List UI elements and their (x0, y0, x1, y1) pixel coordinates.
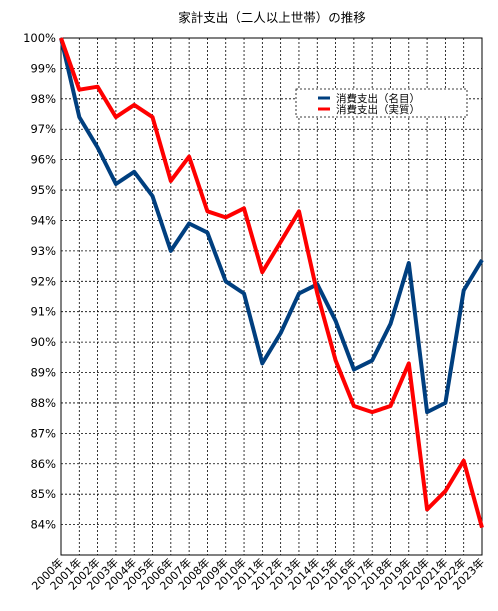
y-tick-label: 94% (30, 213, 56, 227)
y-tick-label: 87% (30, 426, 56, 440)
legend-label: 消費支出（実質） (336, 103, 420, 116)
y-tick-label: 95% (30, 183, 56, 197)
y-tick-label: 86% (30, 457, 56, 471)
y-tick-label: 84% (30, 518, 56, 532)
y-tick-label: 92% (30, 274, 56, 288)
y-tick-label: 98% (30, 92, 56, 106)
y-tick-label: 96% (30, 153, 56, 167)
y-tick-label: 99% (30, 61, 56, 75)
y-tick-label: 85% (30, 487, 56, 501)
y-tick-label: 100% (23, 31, 56, 45)
y-tick-label: 91% (30, 305, 56, 319)
y-tick-label: 88% (30, 396, 56, 410)
y-tick-label: 90% (30, 335, 56, 349)
chart-title: 家計支出（二人以上世帯）の推移 (178, 10, 366, 25)
y-tick-label: 93% (30, 244, 56, 258)
y-tick-label: 89% (30, 366, 56, 380)
y-tick-label: 97% (30, 122, 56, 136)
legend: 消費支出（名目）消費支出（実質） (296, 89, 467, 117)
